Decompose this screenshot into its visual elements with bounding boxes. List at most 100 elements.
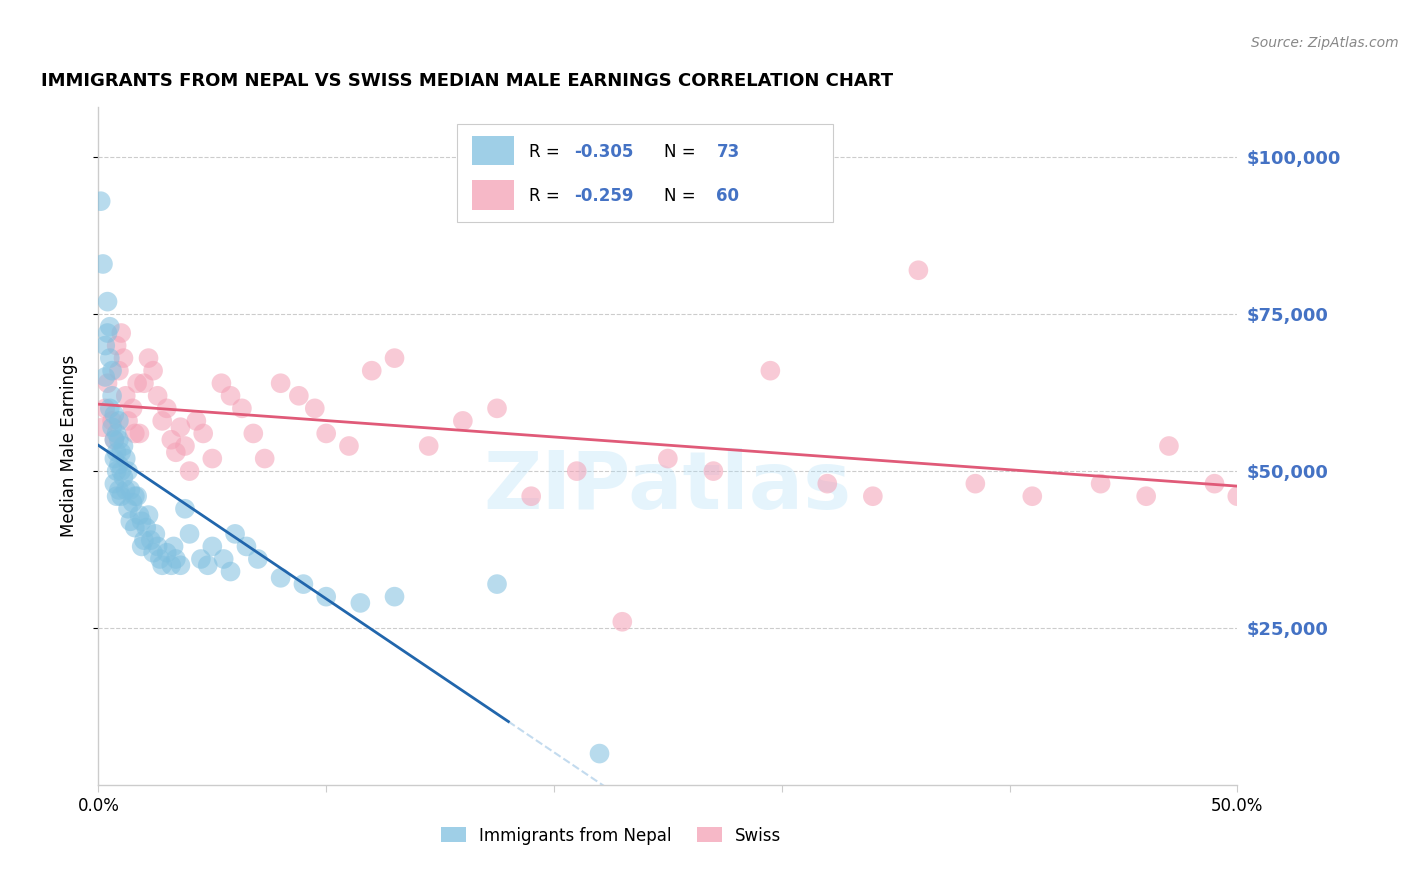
Point xyxy=(702,464,724,478)
Point xyxy=(132,376,155,391)
Point xyxy=(105,338,128,352)
Point xyxy=(101,389,124,403)
Point xyxy=(224,527,246,541)
Point xyxy=(384,590,406,604)
Point xyxy=(108,458,131,472)
Point xyxy=(149,552,172,566)
Point xyxy=(965,476,987,491)
Point xyxy=(96,376,118,391)
Point xyxy=(219,565,242,579)
Y-axis label: Median Male Earnings: Median Male Earnings xyxy=(59,355,77,537)
Point xyxy=(110,464,132,478)
Point xyxy=(304,401,326,416)
Point xyxy=(103,476,125,491)
Point xyxy=(112,470,135,484)
Point xyxy=(565,464,588,478)
Point xyxy=(98,351,121,365)
Point xyxy=(114,389,136,403)
Point xyxy=(193,426,215,441)
Point xyxy=(96,294,118,309)
Point xyxy=(120,514,142,528)
Point xyxy=(105,489,128,503)
Point xyxy=(1226,489,1249,503)
Text: ZIPatlas: ZIPatlas xyxy=(484,448,852,525)
Point xyxy=(94,370,117,384)
Point xyxy=(907,263,929,277)
Point xyxy=(131,514,153,528)
Point xyxy=(179,527,201,541)
Point xyxy=(142,364,165,378)
Point xyxy=(160,433,183,447)
Point xyxy=(101,420,124,434)
Point xyxy=(103,433,125,447)
Point xyxy=(112,439,135,453)
Point xyxy=(150,558,173,573)
Point xyxy=(862,489,884,503)
Point xyxy=(162,540,184,554)
Point xyxy=(98,319,121,334)
Point xyxy=(337,439,360,453)
Point xyxy=(96,326,118,340)
Point xyxy=(110,445,132,459)
Point xyxy=(201,451,224,466)
Point xyxy=(110,326,132,340)
Point xyxy=(349,596,371,610)
Point xyxy=(179,464,201,478)
Point xyxy=(139,533,162,548)
Point xyxy=(657,451,679,466)
Point xyxy=(142,546,165,560)
Point xyxy=(101,414,124,428)
Point xyxy=(520,489,543,503)
Point xyxy=(110,489,132,503)
Point xyxy=(418,439,440,453)
Point xyxy=(108,364,131,378)
Point xyxy=(117,501,139,516)
Point xyxy=(108,483,131,497)
Point xyxy=(815,476,838,491)
Point xyxy=(105,464,128,478)
Point xyxy=(117,464,139,478)
Point xyxy=(108,433,131,447)
Point xyxy=(146,540,169,554)
Point xyxy=(174,501,197,516)
Legend: Immigrants from Nepal, Swiss: Immigrants from Nepal, Swiss xyxy=(434,820,787,851)
Point xyxy=(112,351,135,365)
Point xyxy=(197,558,219,573)
Point xyxy=(94,401,117,416)
Point xyxy=(127,489,149,503)
Point xyxy=(270,376,292,391)
Point xyxy=(156,546,179,560)
Point xyxy=(127,376,149,391)
Point xyxy=(270,571,292,585)
Text: Source: ZipAtlas.com: Source: ZipAtlas.com xyxy=(1251,36,1399,50)
Point xyxy=(146,389,169,403)
Point xyxy=(114,451,136,466)
Point xyxy=(315,590,337,604)
Point xyxy=(315,426,337,441)
Point xyxy=(145,527,167,541)
Point xyxy=(108,414,131,428)
Point xyxy=(98,401,121,416)
Point xyxy=(588,747,610,761)
Point xyxy=(219,389,242,403)
Point xyxy=(124,489,146,503)
Point xyxy=(160,558,183,573)
Point xyxy=(132,533,155,548)
Point xyxy=(209,376,232,391)
Text: IMMIGRANTS FROM NEPAL VS SWISS MEDIAN MALE EARNINGS CORRELATION CHART: IMMIGRANTS FROM NEPAL VS SWISS MEDIAN MA… xyxy=(42,72,894,90)
Point xyxy=(120,483,142,497)
Point xyxy=(150,414,173,428)
Point xyxy=(246,552,269,566)
Point xyxy=(451,414,474,428)
Point xyxy=(1204,476,1226,491)
Point xyxy=(101,364,124,378)
Point xyxy=(121,495,143,509)
Point xyxy=(128,508,150,522)
Point xyxy=(103,408,125,422)
Point xyxy=(212,552,235,566)
Point xyxy=(231,401,253,416)
Point xyxy=(90,194,112,209)
Point xyxy=(486,401,509,416)
Point xyxy=(486,577,509,591)
Point xyxy=(1135,489,1157,503)
